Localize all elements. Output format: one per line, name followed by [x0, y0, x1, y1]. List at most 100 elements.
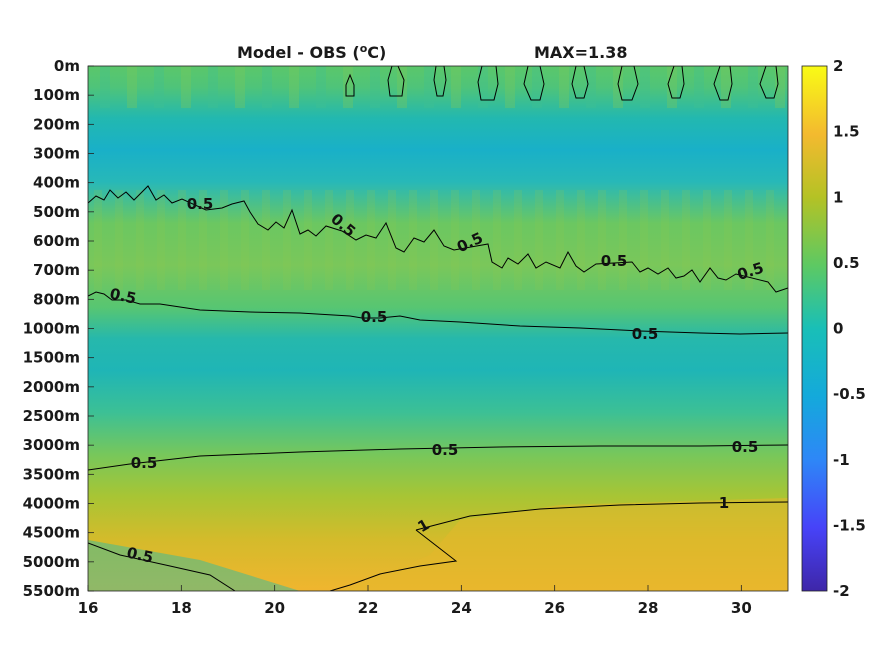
y-tick-label: 0m: [54, 57, 80, 75]
x-tick-label: 16: [78, 599, 99, 617]
surface-streak: [559, 66, 569, 108]
x-tick-label: 20: [264, 599, 285, 617]
y-tick-label: 600m: [33, 232, 80, 250]
cool-bottom-left-region: [88, 540, 300, 591]
contour-label: 0.5: [187, 195, 214, 213]
contour-lines: [88, 66, 788, 591]
surface-streak: [127, 66, 137, 108]
y-tick-label: 700m: [33, 261, 80, 279]
contour-surface-8: [667, 66, 685, 99]
contour-surface-5: [523, 66, 545, 101]
x-tick-label: 22: [358, 599, 379, 617]
mid-depth-streak: [493, 190, 501, 290]
y-tick-label: 400m: [33, 174, 80, 192]
surface-streak: [370, 66, 380, 108]
mid-depth-streak: [514, 190, 522, 290]
x-tick-label: 24: [451, 599, 472, 617]
colorbar-tick-label: -1: [833, 451, 850, 469]
x-axis-ticks: 16 18 20 22 24 26 28 30: [78, 585, 752, 617]
contour-label: 1: [719, 494, 729, 512]
colorbar: [801, 65, 828, 592]
surface-streak: [775, 66, 785, 108]
heatmap-plot-area: 0.5 0.5 0.5 0.5 0.5 0.5 0.5 0.5 0.5 0.5 …: [88, 66, 788, 591]
mid-depth-streak: [367, 190, 375, 290]
y-tick-label: 300m: [33, 145, 80, 163]
surface-streak: [640, 66, 650, 108]
surface-streak: [613, 66, 623, 108]
mid-depth-streak: [661, 190, 669, 290]
colorbar-tick-label: -2: [833, 582, 850, 600]
colorbar-tick-label: 1.5: [833, 123, 860, 141]
mid-depth-streak: [136, 190, 144, 290]
contour-surface-6: [571, 66, 589, 99]
chart-title: Model - OBS (oC): [237, 42, 386, 62]
mid-depth-streak: [262, 190, 270, 290]
contour-surface-4: [477, 66, 499, 101]
colorbar-tick-label: 2: [833, 57, 843, 75]
y-tick-label: 2500m: [23, 407, 80, 425]
surface-streak: [694, 66, 704, 108]
surface-streak: [424, 66, 434, 108]
contour-label: 0.5: [131, 454, 158, 472]
contour-05-deep: [88, 444, 788, 471]
surface-streak: [478, 66, 488, 108]
contour-surface-1: [345, 73, 355, 97]
mid-depth-streak: [199, 190, 207, 290]
y-axis-ticks: 0m 100m 200m 300m 400m 500m 600m 700m 800m 1000m 1…: [23, 57, 94, 600]
contour-surface-10: [759, 66, 779, 99]
mid-depth-streak: [430, 190, 438, 290]
contour-label: 0.5: [361, 308, 388, 326]
contour-label: 0.5: [432, 441, 459, 459]
mid-depth-streak: [556, 190, 564, 290]
surface-streak: [235, 66, 245, 108]
contour-label: 0.5: [632, 325, 659, 343]
colorbar-ticks: 2 1.5 1 0.5 0 -0.5 -1 -1.5 -2: [833, 57, 866, 600]
mid-depth-streak: [640, 190, 648, 290]
surface-streak: [262, 66, 272, 108]
mid-depth-streak: [682, 190, 690, 290]
mid-depth-streak: [787, 190, 788, 290]
y-tick-label: 4000m: [23, 495, 80, 513]
contour-surface-2: [387, 66, 405, 97]
y-tick-label: 100m: [33, 86, 80, 104]
contour-label: 0.5: [125, 544, 155, 567]
mid-depth-streak: [577, 190, 585, 290]
surface-streak: [316, 66, 326, 108]
surface-streak: [667, 66, 677, 108]
surface-streak: [100, 66, 110, 108]
mid-depth-streak: [94, 190, 102, 290]
warm-deep-region: [340, 498, 788, 591]
contour-surface-9: [713, 66, 733, 101]
y-tick-label: 4500m: [23, 524, 80, 542]
contour-label: 0.5: [108, 285, 138, 308]
contour-label: 0.5: [732, 438, 759, 456]
mid-depth-streak: [178, 190, 186, 290]
max-value-label: MAX=1.38: [534, 43, 628, 62]
mid-depth-streak: [766, 190, 774, 290]
mid-depth-streak: [451, 190, 459, 290]
colorbar-tick-label: 0: [833, 320, 843, 338]
surface-streak: [451, 66, 461, 108]
surface-streak: [154, 66, 164, 108]
mid-depth-streak: [724, 190, 732, 290]
y-tick-label: 1500m: [23, 349, 80, 367]
mid-depth-streak: [619, 190, 627, 290]
contour-surface-7: [617, 66, 639, 101]
surface-streak: [748, 66, 758, 108]
surface-streak: [181, 66, 191, 108]
y-tick-label: 1000m: [23, 320, 80, 338]
y-tick-label: 3000m: [23, 436, 80, 454]
mid-depth-streak: [535, 190, 543, 290]
surface-streak: [721, 66, 731, 108]
contour-label: 0.5: [601, 252, 628, 270]
mid-depth-streak: [325, 190, 333, 290]
y-tick-label: 5000m: [23, 553, 80, 571]
mid-depth-streak: [346, 190, 354, 290]
y-tick-label: 500m: [33, 203, 80, 221]
contour-05-upper: [88, 185, 788, 293]
contour-05-middle: [88, 291, 788, 335]
surface-streak: [289, 66, 299, 108]
surface-streak: [208, 66, 218, 108]
contour-surface-3: [433, 66, 447, 97]
